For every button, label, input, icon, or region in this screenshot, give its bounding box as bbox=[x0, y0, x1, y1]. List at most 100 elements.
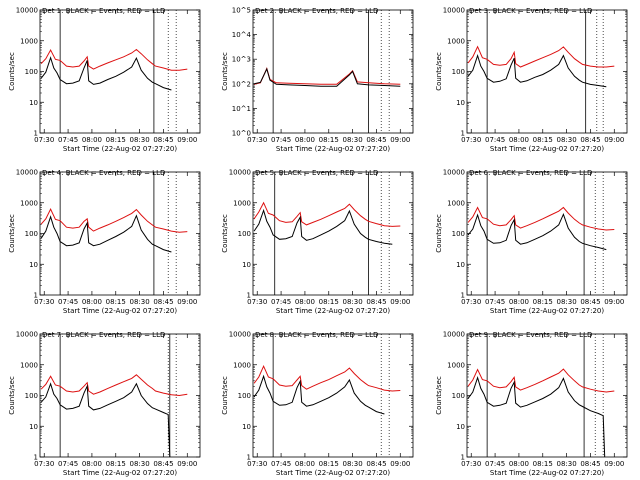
x-tick-label: 07:30 bbox=[34, 460, 54, 468]
series-line-events bbox=[253, 374, 385, 415]
y-tick-label: 10^2 bbox=[232, 80, 251, 88]
panel-title: Det 9: BLACK = Events, RED = LLD bbox=[469, 331, 592, 339]
x-tick-label: 08:15 bbox=[533, 298, 553, 306]
x-tick-label: 08:30 bbox=[130, 136, 150, 144]
x-tick-label: 08:30 bbox=[130, 298, 150, 306]
x-tick-label: 07:45 bbox=[58, 460, 78, 468]
x-axis-label: Start Time (22-Aug-02 07:27:20) bbox=[276, 307, 390, 315]
y-tick-label: 10 bbox=[29, 99, 38, 107]
x-tick-label: 07:30 bbox=[247, 298, 267, 306]
x-axis-label: Start Time (22-Aug-02 07:27:20) bbox=[63, 469, 177, 477]
y-axis-label: Counts/sec bbox=[435, 52, 443, 91]
x-tick-label: 08:00 bbox=[509, 136, 529, 144]
y-tick-label: 10 bbox=[29, 423, 38, 431]
x-tick-label: 08:00 bbox=[295, 298, 315, 306]
y-tick-label: 10000 bbox=[443, 7, 465, 15]
x-tick-label: 08:00 bbox=[295, 136, 315, 144]
y-tick-label: 1 bbox=[247, 454, 251, 462]
x-tick-label: 08:15 bbox=[106, 298, 126, 306]
x-tick-label: 08:30 bbox=[557, 460, 577, 468]
panel-title: Det 5: BLACK = Events, RED = LLD bbox=[255, 169, 378, 177]
y-tick-label: 1000 bbox=[447, 199, 465, 207]
x-tick-label: 08:45 bbox=[366, 136, 386, 144]
plot-frame bbox=[39, 9, 201, 134]
y-tick-label: 1 bbox=[247, 292, 251, 300]
x-tick-label: 07:30 bbox=[461, 298, 481, 306]
series-line-events bbox=[467, 53, 607, 88]
series-line-events bbox=[40, 214, 172, 253]
panel-title: Det 8: BLACK = Events, RED = LLD bbox=[255, 331, 378, 339]
plot-frame bbox=[39, 171, 201, 296]
y-tick-label: 1000 bbox=[20, 37, 38, 45]
y-tick-label: 1000 bbox=[233, 199, 251, 207]
y-tick-label: 100 bbox=[452, 230, 465, 238]
plot-frame bbox=[39, 333, 201, 458]
y-tick-label: 100 bbox=[452, 392, 465, 400]
x-tick-label: 09:00 bbox=[390, 298, 410, 306]
x-axis-label: Start Time (22-Aug-02 07:27:20) bbox=[490, 469, 604, 477]
x-tick-label: 08:45 bbox=[153, 298, 173, 306]
panel-det-6: Det 6: BLACK = Events, RED = LLD 1 10 100 10… bbox=[435, 169, 628, 315]
y-tick-label: 10 bbox=[456, 261, 465, 269]
series-line-lld bbox=[40, 48, 188, 71]
y-tick-label: 10^0 bbox=[232, 130, 251, 138]
x-tick-label: 08:15 bbox=[533, 460, 553, 468]
y-axis-label: Counts/sec bbox=[8, 376, 16, 415]
x-tick-label: 08:15 bbox=[533, 136, 553, 144]
series-line-events bbox=[40, 56, 172, 91]
y-tick-label: 1 bbox=[34, 292, 38, 300]
y-tick-label: 1 bbox=[34, 454, 38, 462]
y-tick-label: 10^4 bbox=[232, 31, 252, 39]
series-line-events bbox=[253, 208, 393, 245]
series-line-events bbox=[253, 67, 401, 87]
y-tick-label: 10000 bbox=[443, 169, 465, 177]
y-tick-label: 10 bbox=[29, 261, 38, 269]
x-tick-label: 08:00 bbox=[82, 460, 102, 468]
y-tick-label: 1000 bbox=[447, 37, 465, 45]
x-tick-label: 07:30 bbox=[247, 136, 267, 144]
x-tick-label: 07:45 bbox=[58, 298, 78, 306]
y-tick-label: 10000 bbox=[16, 169, 38, 177]
x-axis-label: Start Time (22-Aug-02 07:27:20) bbox=[490, 307, 604, 315]
x-tick-label: 07:45 bbox=[485, 460, 505, 468]
x-tick-label: 08:30 bbox=[343, 136, 363, 144]
x-tick-label: 07:45 bbox=[271, 136, 291, 144]
x-tick-label: 08:45 bbox=[153, 460, 173, 468]
x-tick-label: 08:30 bbox=[343, 298, 363, 306]
x-tick-label: 07:45 bbox=[58, 136, 78, 144]
panel-title: Det 4: BLACK = Events, RED = LLD bbox=[42, 169, 165, 177]
x-tick-label: 08:30 bbox=[343, 460, 363, 468]
panel-det-2: Det 2: BLACK = Events, RED = LLD 10^0 10^1… bbox=[221, 7, 414, 153]
y-tick-label: 10000 bbox=[16, 7, 38, 15]
panel-title: Det 6: BLACK = Events, RED = LLD bbox=[469, 169, 592, 177]
x-tick-label: 08:30 bbox=[557, 298, 577, 306]
y-tick-label: 10^3 bbox=[232, 56, 251, 64]
y-tick-label: 100 bbox=[25, 230, 38, 238]
y-tick-label: 10 bbox=[242, 423, 251, 431]
panel-det-1: Det 1: BLACK = Events, RED = LLD 1 10 100 10… bbox=[8, 7, 201, 153]
x-tick-label: 09:00 bbox=[604, 136, 624, 144]
y-tick-label: 1 bbox=[461, 130, 465, 138]
x-tick-label: 09:00 bbox=[390, 136, 410, 144]
y-tick-label: 10000 bbox=[229, 331, 251, 339]
x-axis-label: Start Time (22-Aug-02 07:27:20) bbox=[490, 145, 604, 153]
y-tick-label: 10000 bbox=[443, 331, 465, 339]
y-tick-label: 1 bbox=[461, 292, 465, 300]
y-axis-label: Counts/sec bbox=[221, 52, 229, 91]
x-tick-label: 08:30 bbox=[557, 136, 577, 144]
x-tick-label: 07:30 bbox=[461, 460, 481, 468]
y-axis-label: Counts/sec bbox=[8, 214, 16, 253]
x-tick-label: 07:45 bbox=[271, 298, 291, 306]
y-axis-label: Counts/sec bbox=[8, 52, 16, 91]
x-tick-label: 08:00 bbox=[82, 298, 102, 306]
y-tick-label: 10000 bbox=[16, 331, 38, 339]
series-line-events bbox=[467, 212, 607, 251]
y-tick-label: 1 bbox=[461, 454, 465, 462]
x-tick-label: 08:00 bbox=[295, 460, 315, 468]
series-line-lld bbox=[467, 368, 615, 393]
x-tick-label: 08:45 bbox=[580, 298, 600, 306]
panel-title: Det 2: BLACK = Events, RED = LLD bbox=[255, 7, 378, 15]
x-tick-label: 07:45 bbox=[271, 460, 291, 468]
x-tick-label: 08:45 bbox=[580, 136, 600, 144]
